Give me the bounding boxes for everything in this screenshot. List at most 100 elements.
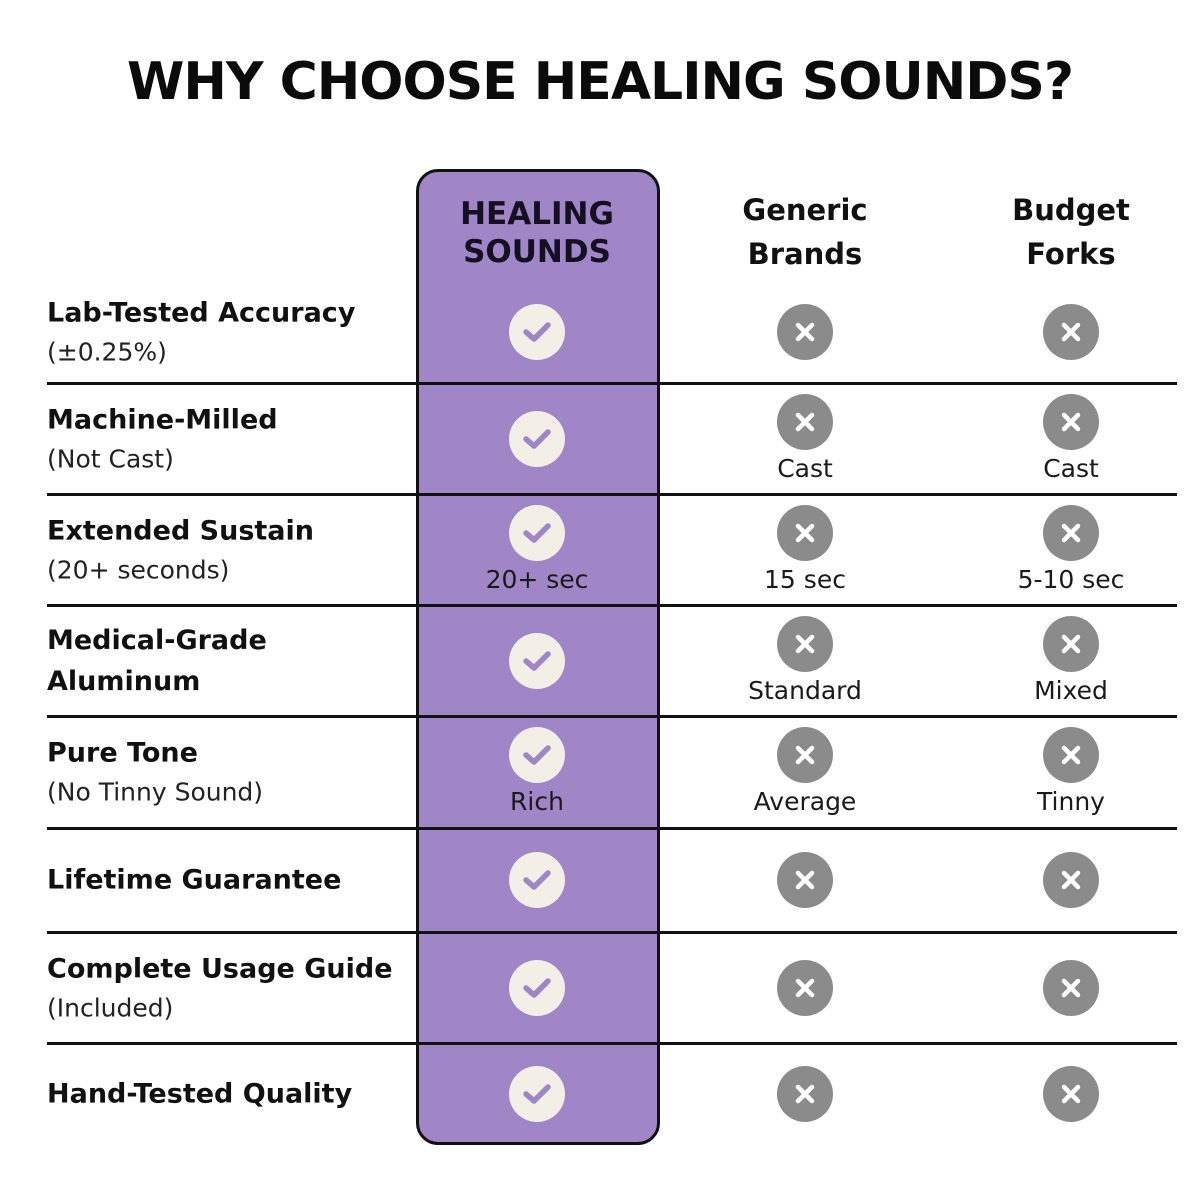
x-icon [1043, 303, 1099, 360]
feature-label: Hand-Tested Quality [47, 1074, 417, 1115]
comparison-cell: Tinny [941, 716, 1200, 828]
comparison-cell [941, 828, 1200, 932]
feature-label: Pure Tone (No Tinny Sound) [47, 733, 417, 812]
feature-label: Extended Sustain (20+ seconds) [47, 510, 417, 589]
check-icon [509, 1066, 565, 1122]
x-icon [1043, 504, 1099, 561]
check-icon [509, 959, 565, 1016]
comparison-cell [407, 932, 667, 1043]
x-icon [1043, 727, 1099, 783]
table-row: Lifetime Guarantee [0, 828, 1200, 932]
feature-label: Complete Usage Guide (Included) [47, 948, 417, 1027]
comparison-cell [407, 280, 667, 383]
x-icon [777, 615, 833, 672]
row-divider [47, 493, 1177, 496]
feature-label: Machine-Milled (Not Cast) [47, 399, 417, 478]
row-divider [47, 931, 1177, 934]
comparison-cell [675, 932, 935, 1043]
feature-detail: (20+ seconds) [47, 555, 230, 584]
comparison-cell: 15 sec [675, 494, 935, 605]
comparison-cell: Mixed [941, 605, 1200, 716]
cell-label: Cast [777, 453, 833, 483]
cell-label: Average [753, 787, 857, 816]
x-icon [777, 727, 833, 783]
check-icon [509, 632, 565, 689]
comparison-cell [407, 1043, 667, 1145]
feature-detail: (No Tinny Sound) [47, 777, 264, 807]
row-divider [47, 382, 1177, 385]
cell-label: 5-10 sec [1017, 564, 1125, 594]
comparison-cell [675, 1043, 935, 1145]
x-icon [777, 393, 833, 450]
check-icon [509, 727, 565, 783]
comparison-cell [407, 828, 667, 932]
check-icon [509, 410, 565, 467]
feature-name: Complete Usage Guide [47, 953, 393, 984]
cell-label: 15 sec [764, 564, 846, 594]
table-row: Machine-Milled (Not Cast) Cast Cast [0, 383, 1200, 494]
row-divider [47, 1042, 1177, 1045]
comparison-cell: Cast [941, 383, 1200, 494]
table-row: Extended Sustain (20+ seconds) 20+ sec 15 s… [0, 494, 1200, 605]
feature-label: Lab-Tested Accuracy (±0.25%) [47, 292, 417, 371]
x-icon [1043, 959, 1099, 1016]
comparison-cell: 20+ sec [407, 494, 667, 605]
feature-detail: (±0.25%) [47, 337, 167, 366]
comparison-cell [941, 932, 1200, 1043]
feature-label: Lifetime Guarantee [47, 860, 417, 901]
cell-label: Standard [748, 675, 862, 705]
x-icon [1043, 615, 1099, 672]
check-icon [509, 303, 565, 360]
column-header-line: Forks [1026, 237, 1116, 271]
comparison-cell: Average [675, 716, 935, 828]
x-icon [1043, 852, 1099, 908]
feature-label: Medical-Grade Aluminum [47, 620, 417, 702]
column-header-budget-forks: Budget Forks [941, 188, 1200, 276]
comparison-cell [407, 605, 667, 716]
column-header-healing-sounds: HEALING SOUNDS [407, 195, 667, 271]
comparison-cell [675, 828, 935, 932]
check-icon [509, 504, 565, 561]
comparison-cell: Cast [675, 383, 935, 494]
table-row: Lab-Tested Accuracy (±0.25%) [0, 280, 1200, 383]
x-icon [1043, 393, 1099, 450]
feature-name: Lifetime Guarantee [47, 864, 342, 896]
feature-name: Lab-Tested Accuracy [47, 297, 356, 328]
table-row: Complete Usage Guide (Included) [0, 932, 1200, 1043]
check-icon [509, 852, 565, 908]
row-divider [47, 715, 1177, 718]
feature-name: Machine-Milled [47, 404, 278, 435]
column-header-line: SOUNDS [463, 234, 611, 270]
feature-name: Extended Sustain [47, 515, 315, 546]
feature-detail: (Included) [47, 993, 174, 1022]
x-icon [777, 959, 833, 1016]
feature-name: Hand-Tested Quality [47, 1078, 353, 1110]
row-divider [47, 827, 1177, 830]
comparison-cell [675, 280, 935, 383]
x-icon [1043, 1066, 1099, 1122]
cell-label: 20+ sec [485, 564, 589, 594]
comparison-cell: Rich [407, 716, 667, 828]
column-header-line: Budget [1012, 193, 1130, 227]
column-header-line: HEALING [460, 196, 614, 232]
comparison-cell [407, 383, 667, 494]
row-divider [47, 604, 1177, 607]
x-icon [777, 1066, 833, 1122]
x-icon [777, 504, 833, 561]
feature-detail: (Not Cast) [47, 444, 174, 473]
comparison-cell: 5-10 sec [941, 494, 1200, 605]
cell-label: Tinny [1037, 787, 1105, 816]
column-header-line: Generic [742, 193, 868, 227]
comparison-cell [941, 280, 1200, 383]
feature-name: Pure Tone [47, 737, 198, 769]
column-header-line: Brands [747, 237, 863, 271]
cell-label: Rich [510, 787, 564, 816]
x-icon [777, 303, 833, 360]
column-header-generic-brands: Generic Brands [675, 188, 935, 276]
comparison-cell: Standard [675, 605, 935, 716]
table-row: Pure Tone (No Tinny Sound) Rich Average Tinn… [0, 716, 1200, 828]
table-row: Hand-Tested Quality [0, 1043, 1200, 1145]
x-icon [777, 852, 833, 908]
feature-name: Medical-Grade Aluminum [47, 624, 267, 697]
